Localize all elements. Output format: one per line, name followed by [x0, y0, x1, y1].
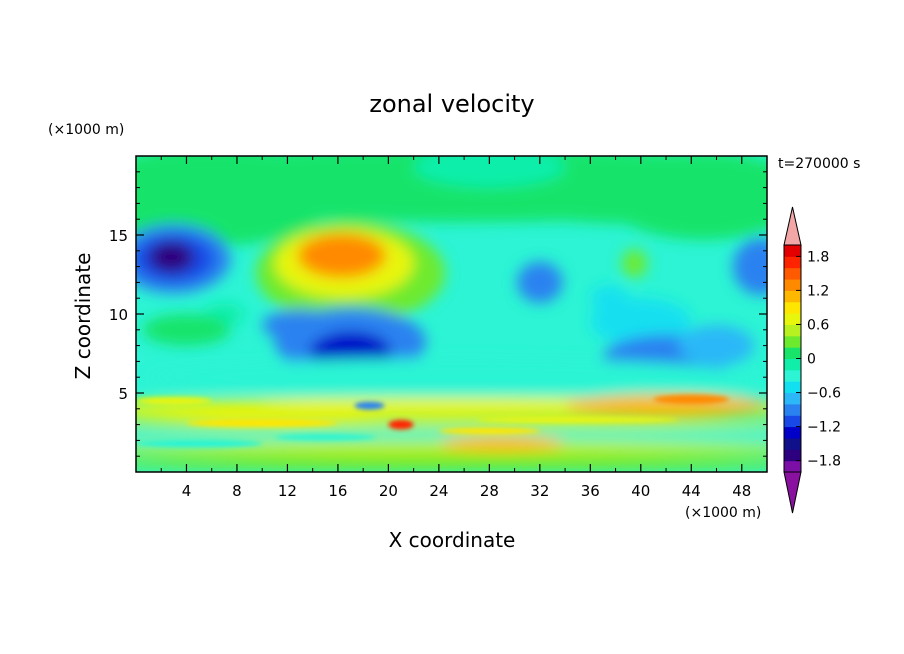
y-axis-label: Z coordinate	[71, 253, 95, 380]
velocity-field-detail	[136, 394, 730, 448]
plot-area	[136, 156, 767, 472]
colorbar-under-arrow	[783, 471, 802, 514]
colorbar-tick-label: 1.8	[807, 249, 829, 265]
field-patch	[262, 309, 338, 341]
field-patch	[732, 238, 767, 296]
field-patch	[438, 435, 566, 452]
x-tick-label: 28	[480, 482, 499, 500]
colorbar-swatch	[784, 437, 801, 450]
x-tick-label: 20	[379, 482, 398, 500]
x-tick-label: 16	[328, 482, 347, 500]
colorbar-swatch	[784, 290, 801, 303]
colorbar-swatch	[784, 245, 801, 257]
y-unit-label: (×1000 m)	[48, 122, 124, 138]
x-tick-label: 4	[182, 482, 192, 500]
y-tick-label: 5	[118, 385, 128, 403]
field-patch	[590, 298, 692, 346]
chart-title: zonal velocity	[369, 90, 534, 118]
y-axis: 5 10 15	[109, 171, 767, 457]
field-patch	[539, 204, 742, 224]
field-detail	[136, 396, 212, 405]
colorbar-swatch	[784, 313, 801, 325]
y-tick-label: 10	[109, 306, 128, 324]
y-tick-label: 15	[109, 227, 128, 245]
colorbar-swatch	[784, 381, 801, 394]
colorbar-swatch	[784, 267, 801, 280]
field-patch	[136, 156, 338, 247]
field-detail	[136, 439, 263, 448]
colorbar-tick-label: 0	[807, 352, 816, 368]
x-tick-label: 8	[232, 482, 242, 500]
colorbar-swatch	[784, 279, 801, 291]
field-detail	[438, 427, 540, 435]
colorbar-over-arrow	[783, 206, 802, 246]
field-patch	[136, 404, 414, 420]
field-detail	[653, 394, 730, 405]
field-patch	[517, 261, 563, 303]
colorbar-swatch	[784, 460, 801, 473]
x-tick-label: 32	[530, 482, 549, 500]
field-detail	[354, 401, 385, 410]
colorbar-tick-label: 1.2	[807, 283, 829, 299]
colorbar-tick-label: −1.2	[807, 420, 841, 436]
colorbar-swatch	[784, 256, 801, 269]
field-detail	[476, 416, 679, 424]
field-detail	[388, 419, 414, 430]
colorbar: 1.8 1.2 0.6 0 −0.6 −1.2 −1.8	[783, 206, 841, 514]
colorbar-swatch	[784, 426, 801, 439]
x-tick-label: 36	[581, 482, 600, 500]
colorbar-swatch	[784, 449, 801, 462]
x-axis: 4 8 12 16 20 24 28 32 36 40 44 48	[160, 156, 751, 500]
colorbar-swatch	[784, 403, 801, 416]
colorbar-swatch	[784, 415, 801, 428]
field-patch	[621, 249, 648, 278]
field-detail	[274, 434, 376, 441]
field-patch	[413, 156, 566, 188]
x-tick-label: 44	[682, 482, 701, 500]
colorbar-swatch	[784, 347, 801, 359]
colorbar-tick-label: −0.6	[807, 386, 841, 402]
field-patch	[142, 314, 231, 346]
x-unit-label: (×1000 m)	[685, 505, 761, 521]
colorbar-swatch	[784, 369, 801, 382]
x-tick-label: 40	[631, 482, 650, 500]
x-tick-label: 48	[732, 482, 751, 500]
colorbar-swatch	[784, 324, 801, 337]
field-patch	[136, 456, 767, 472]
colorbar-swatch	[784, 392, 801, 405]
field-detail	[186, 419, 338, 427]
field-patch	[148, 241, 195, 273]
field-patch	[602, 156, 767, 240]
time-label: t=270000 s	[778, 156, 860, 172]
x-tick-label: 12	[278, 482, 297, 500]
colorbar-swatch	[784, 358, 801, 371]
x-axis-label: X coordinate	[389, 528, 516, 552]
field-patch	[297, 233, 386, 278]
colorbar-swatch	[784, 301, 801, 314]
colorbar-swatch	[784, 335, 801, 348]
field-patch	[678, 325, 755, 367]
colorbar-tick-label: 0.6	[807, 317, 829, 333]
x-tick-label: 24	[429, 482, 448, 500]
colorbar-tick-label: −1.8	[807, 454, 841, 470]
